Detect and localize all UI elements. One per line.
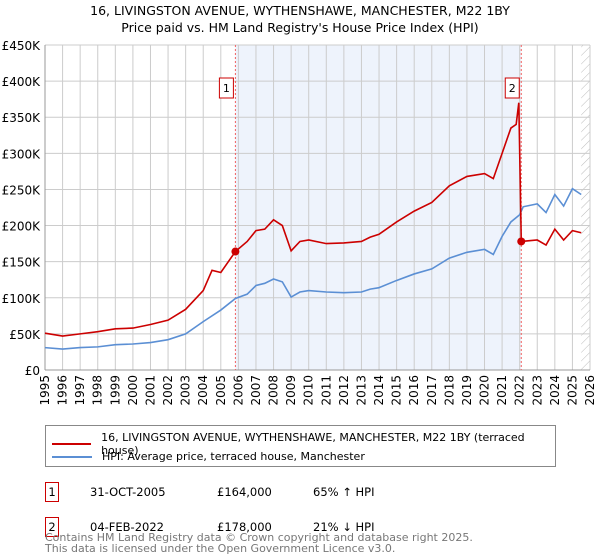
footer: Contains HM Land Registry data © Crown c… — [45, 532, 473, 554]
x-tick-label: 2013 — [354, 375, 368, 406]
y-tick-label: £350K — [2, 111, 42, 125]
hpi-diff: 65% ↑ HPI — [313, 485, 375, 499]
legend-hpi: HPI: Average price, terraced house, Manc… — [102, 450, 365, 463]
sale-label-box — [504, 77, 520, 99]
y-tick-label: £400K — [2, 75, 42, 89]
x-tick-label: 1998 — [91, 375, 105, 406]
chart-subtitle: Price paid vs. HM Land Registry's House … — [121, 20, 479, 35]
x-tick-label: 2019 — [460, 375, 474, 406]
forecast-hatch — [581, 45, 590, 370]
x-tick-label: 2026 — [583, 375, 597, 406]
sale-date: 31-OCT-2005 — [90, 485, 166, 499]
y-tick-label: £300K — [2, 147, 42, 161]
y-tick-label: £0 — [25, 364, 40, 378]
x-tick-label: 2002 — [161, 375, 175, 406]
legend: 16, LIVINGSTON AVENUE, WYTHENSHAWE, MANC… — [45, 425, 556, 467]
marker-badge: 2 — [45, 517, 59, 537]
x-tick-label: 1999 — [108, 375, 122, 406]
x-tick-label: 2025 — [565, 375, 579, 406]
x-tick-label: 2014 — [372, 375, 386, 406]
y-tick-label: £50K — [9, 328, 41, 342]
legend-blue-line — [52, 455, 92, 458]
x-tick-label: 2022 — [513, 375, 527, 406]
x-tick-label: 2009 — [284, 375, 298, 406]
x-tick-label: 2001 — [143, 375, 157, 406]
x-tick-label: 1995 — [38, 375, 52, 406]
sale-date: 04-FEB-2022 — [90, 520, 164, 534]
sale-label: 1 — [223, 82, 230, 95]
sale-period-shade — [235, 45, 522, 370]
sale-price: £178,000 — [217, 520, 272, 534]
x-tick-label: 2021 — [495, 375, 509, 406]
y-tick-label: £200K — [2, 220, 42, 234]
x-tick-label: 2008 — [267, 375, 281, 406]
x-tick-label: 2007 — [249, 375, 263, 406]
sale-price: £164,000 — [217, 485, 272, 499]
x-tick-label: 1996 — [56, 375, 70, 406]
x-tick-label: 1997 — [73, 375, 87, 406]
x-tick-label: 2006 — [231, 375, 245, 406]
x-tick-label: 2018 — [442, 375, 456, 406]
hpi-diff: 21% ↓ HPI — [313, 520, 375, 534]
marker-badge: 1 — [45, 482, 59, 502]
legend-red-line — [52, 443, 92, 445]
price-chart: £0 £50K £100K £150K £200K £250K £300K £350K £400… — [2, 39, 597, 406]
y-tick-label: £250K — [2, 183, 42, 197]
x-tick-label: 2024 — [548, 375, 562, 406]
y-tick-label: £450K — [2, 39, 42, 53]
x-tick-label: 2004 — [196, 375, 210, 406]
x-tick-label: 2020 — [478, 375, 492, 406]
x-tick-label: 2010 — [302, 375, 316, 406]
x-tick-label: 2017 — [425, 375, 439, 406]
sale-label: 2 — [509, 82, 516, 95]
sale-point — [231, 247, 240, 256]
footer-line: This data is licensed under the Open Gov… — [45, 542, 396, 555]
sale-point — [517, 237, 526, 246]
x-tick-label: 2015 — [390, 375, 404, 406]
x-tick-label: 2000 — [126, 375, 140, 406]
x-tick-label: 2012 — [337, 375, 351, 406]
legend-property: 16, LIVINGSTON AVENUE, WYTHENSHAWE, MANC… — [101, 431, 525, 457]
y-tick-label: £150K — [2, 256, 42, 270]
property-price-line — [44, 102, 582, 337]
x-tick-label: 2016 — [407, 375, 421, 406]
y-tick-label: £100K — [2, 292, 42, 306]
x-tick-label: 2005 — [214, 375, 228, 406]
x-tick-label: 2003 — [179, 375, 193, 406]
x-tick-label: 2023 — [530, 375, 544, 406]
sale-label-box — [218, 77, 234, 99]
footer-line: Contains HM Land Registry data © Crown c… — [45, 531, 473, 544]
x-tick-label: 2011 — [319, 375, 333, 406]
chart-title: 16, LIVINGSTON AVENUE, WYTHENSHAWE, MANC… — [90, 3, 510, 18]
